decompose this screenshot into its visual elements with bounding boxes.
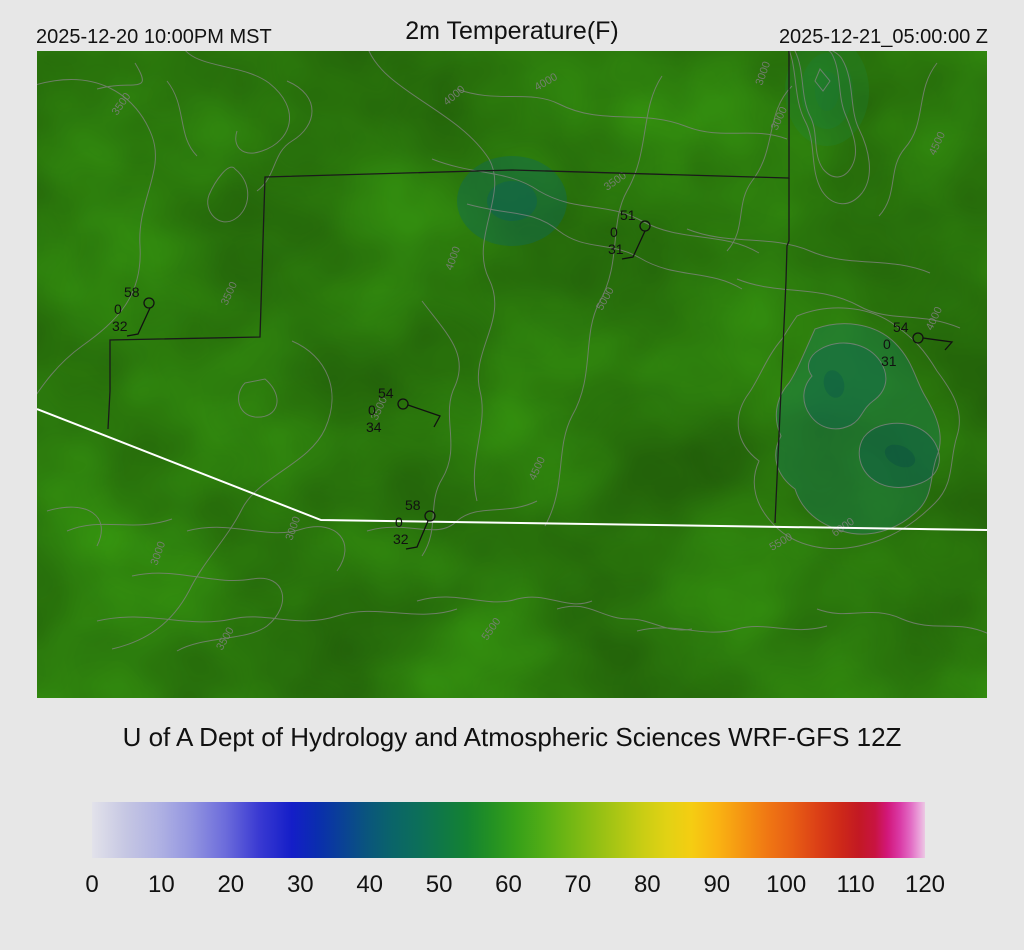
svg-text:0: 0 [368, 402, 376, 418]
svg-text:31: 31 [608, 241, 624, 257]
svg-text:34: 34 [366, 419, 382, 435]
svg-text:0: 0 [883, 336, 891, 352]
svg-text:51: 51 [620, 207, 636, 223]
svg-text:58: 58 [124, 284, 140, 300]
svg-text:58: 58 [405, 497, 421, 513]
svg-text:0: 0 [395, 514, 403, 530]
svg-text:32: 32 [112, 318, 128, 334]
svg-text:0: 0 [610, 224, 618, 240]
svg-text:31: 31 [881, 353, 897, 369]
svg-text:0: 0 [114, 301, 122, 317]
svg-text:54: 54 [893, 319, 909, 335]
svg-text:54: 54 [378, 385, 394, 401]
svg-text:32: 32 [393, 531, 409, 547]
